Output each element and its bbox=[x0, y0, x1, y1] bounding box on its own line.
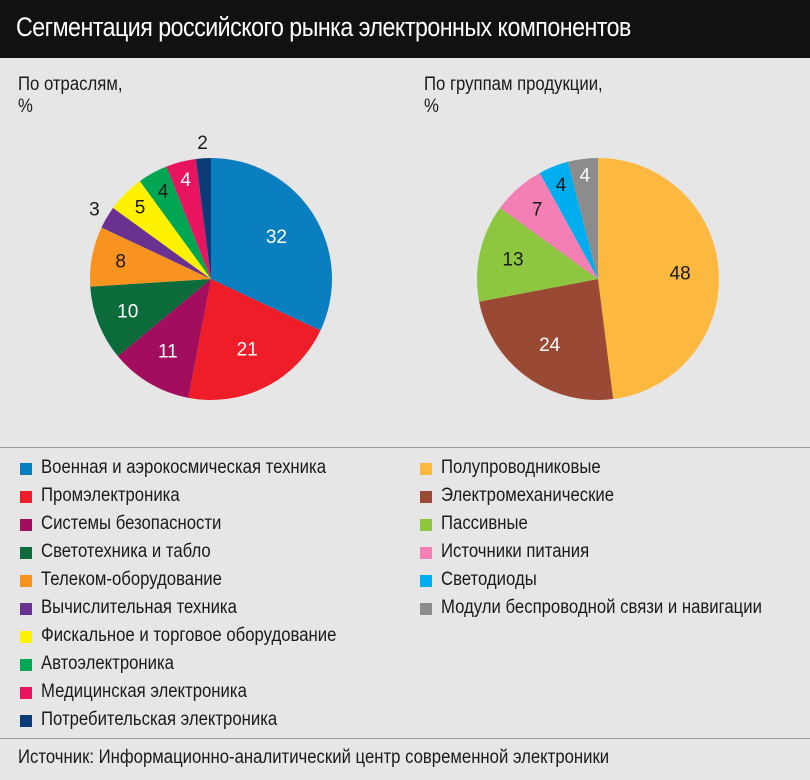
product-slice bbox=[477, 207, 598, 302]
legend-swatch bbox=[20, 631, 32, 643]
legend-swatch bbox=[20, 491, 32, 503]
industry-slice bbox=[101, 207, 211, 279]
legend-swatch bbox=[20, 519, 32, 531]
industry-slice-value: 5 bbox=[135, 197, 146, 218]
industry-slice bbox=[139, 166, 211, 279]
legend-label: Автоэлектроника bbox=[41, 653, 174, 674]
legend-label: Светодиоды bbox=[441, 569, 537, 590]
legend-label: Военная и аэрокосмическая техника bbox=[41, 457, 326, 478]
legend-swatch bbox=[420, 575, 432, 587]
product-slice-value: 13 bbox=[502, 249, 523, 270]
title-bar: Сегментация российского рынка электронны… bbox=[0, 0, 810, 58]
legend-swatch bbox=[420, 491, 432, 503]
left-chart-title-text: По отраслям, bbox=[18, 74, 123, 95]
product-slice-value: 4 bbox=[556, 175, 567, 196]
industry-slice-value: 10 bbox=[117, 301, 138, 322]
divider-bottom bbox=[0, 738, 810, 739]
product-slice-value: 24 bbox=[539, 335, 561, 356]
page-title: Сегментация российского рынка электронны… bbox=[16, 12, 631, 42]
right-chart-unit: % bbox=[424, 96, 439, 117]
legend-swatch bbox=[420, 463, 432, 475]
legend-swatch bbox=[20, 575, 32, 587]
product-slice bbox=[479, 279, 614, 400]
legend-swatch bbox=[420, 547, 432, 559]
legend-label: Вычислительная техника bbox=[41, 597, 237, 618]
right-chart-title: По группам продукции, % bbox=[424, 74, 603, 118]
legend-label: Электромеханические bbox=[441, 485, 615, 506]
product-slice-value: 4 bbox=[580, 165, 591, 186]
product-slice bbox=[539, 161, 598, 279]
product-slice bbox=[500, 172, 598, 279]
industry-slice-value: 8 bbox=[115, 251, 126, 272]
legend-label: Светотехника и табло bbox=[41, 541, 211, 562]
industry-slice bbox=[195, 158, 211, 279]
industry-slice bbox=[211, 158, 332, 331]
industry-slice bbox=[117, 279, 211, 398]
divider-top bbox=[0, 447, 810, 448]
industry-slice-value: 4 bbox=[180, 170, 191, 191]
legend-label: Источники питания bbox=[441, 541, 590, 562]
left-chart-unit: % bbox=[18, 96, 33, 117]
legend-label: Полупроводниковые bbox=[441, 457, 601, 478]
industry-slice bbox=[90, 227, 211, 287]
industry-slice-value: 11 bbox=[158, 341, 178, 362]
legend-swatch bbox=[20, 463, 32, 475]
legend-swatch bbox=[20, 603, 32, 615]
legend-label: Пассивные bbox=[441, 513, 528, 534]
product-slice bbox=[567, 158, 598, 279]
legend-label: Потребительская электроника bbox=[41, 709, 278, 730]
legend-swatch bbox=[20, 547, 32, 559]
industry-slice-value: 21 bbox=[237, 340, 258, 361]
legend-swatch bbox=[20, 715, 32, 727]
legend-label: Промэлектроника bbox=[41, 485, 180, 506]
left-chart-title: По отраслям, % bbox=[18, 74, 122, 118]
legend-swatch bbox=[420, 519, 432, 531]
legend-swatch bbox=[420, 603, 432, 615]
legend-label: Модули беспроводной связи и навигации bbox=[441, 597, 762, 618]
industry-slice-value: 32 bbox=[266, 227, 287, 248]
source-note: Источник: Информационно-аналитический це… bbox=[18, 747, 610, 768]
product-slice-value: 48 bbox=[670, 263, 691, 284]
legend-label: Телеком-оборудование bbox=[41, 569, 222, 590]
industry-slice bbox=[113, 181, 211, 279]
legend-label: Фискальное и торговое оборудование bbox=[41, 625, 337, 646]
right-chart-title-text: По группам продукции, bbox=[424, 74, 603, 95]
legend-label: Системы безопасности bbox=[41, 513, 222, 534]
industry-slice bbox=[188, 279, 321, 400]
legend-label: Медицинская электроника bbox=[41, 681, 247, 702]
product-slice bbox=[598, 158, 719, 400]
industry-slice bbox=[166, 158, 211, 279]
industry-slice-value: 2 bbox=[197, 133, 208, 154]
industry-slice bbox=[90, 279, 211, 357]
product-slice-value: 7 bbox=[532, 200, 543, 221]
industry-slice-value: 3 bbox=[89, 200, 100, 221]
industry-slice-value: 4 bbox=[158, 182, 169, 203]
legend-swatch bbox=[20, 659, 32, 671]
legend-swatch bbox=[20, 687, 32, 699]
